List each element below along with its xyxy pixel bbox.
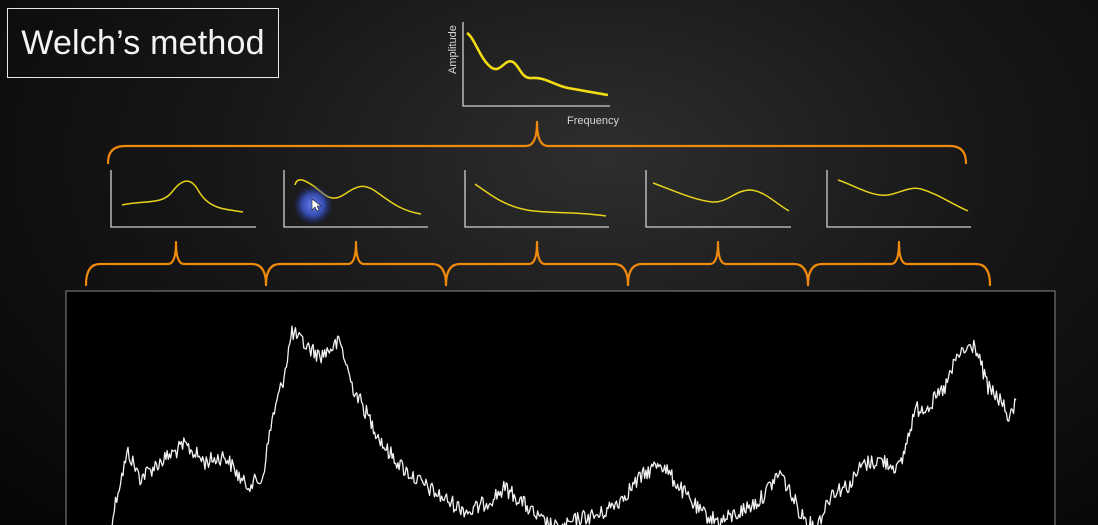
segment-brace-1 bbox=[84, 240, 268, 287]
averaged-spectrum-curve bbox=[466, 31, 609, 97]
segment-brace-3 bbox=[444, 240, 630, 287]
averaged-spectrum-xlabel: Frequency bbox=[567, 115, 619, 127]
averaged-spectrum: Amplitude Frequency bbox=[447, 22, 619, 127]
segment-braces bbox=[84, 240, 992, 287]
time-signal-trace bbox=[111, 325, 1017, 525]
averaged-spectrum-axes bbox=[462, 22, 610, 107]
segment-spectrum-2 bbox=[283, 170, 428, 228]
slide-title: Welch’s method bbox=[7, 8, 279, 78]
averaged-spectrum-ylabel: Amplitude bbox=[447, 25, 459, 74]
segment-spectrum-1 bbox=[110, 170, 256, 228]
segment-spectrum-5 bbox=[826, 170, 971, 228]
signal-panel bbox=[65, 290, 1056, 525]
segment-brace-5 bbox=[806, 240, 992, 287]
segment-spectra bbox=[110, 170, 971, 228]
averaging-brace bbox=[106, 120, 968, 165]
segment-spectrum-3 bbox=[464, 170, 609, 228]
segment-brace-4 bbox=[626, 240, 810, 287]
mouse-pointer-icon bbox=[311, 198, 322, 212]
segment-brace-2 bbox=[264, 240, 448, 287]
cursor-highlight bbox=[293, 185, 333, 225]
segment-spectrum-4 bbox=[645, 170, 791, 228]
